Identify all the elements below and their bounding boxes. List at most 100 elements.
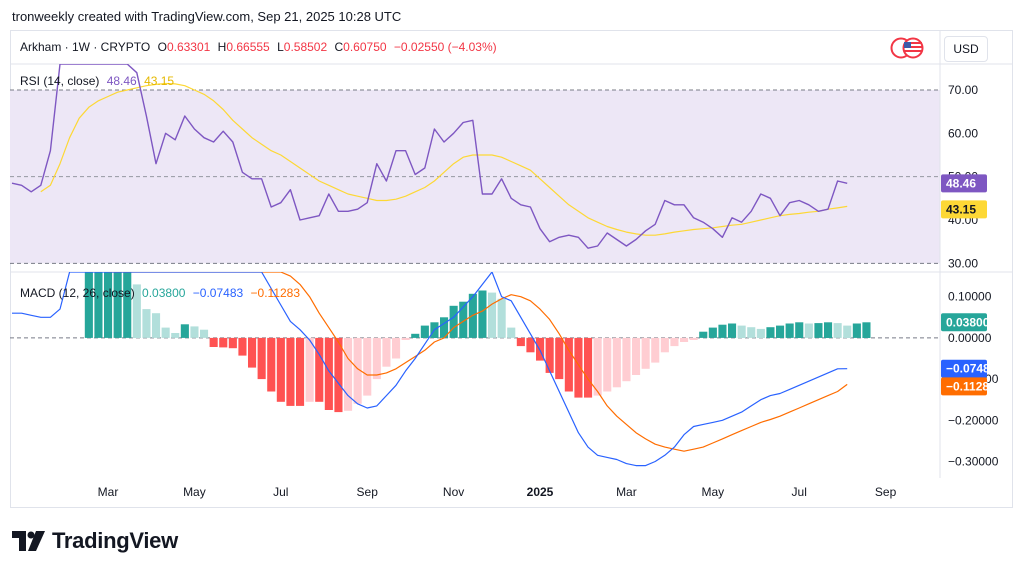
histogram-bar bbox=[142, 309, 151, 338]
histogram-bar bbox=[104, 272, 113, 338]
histogram-bar bbox=[670, 337, 679, 347]
histogram-bar bbox=[699, 331, 708, 338]
change-value: −0.02550 (−4.03%) bbox=[393, 40, 497, 54]
histogram-bar bbox=[411, 333, 420, 338]
histogram-bar bbox=[776, 325, 785, 338]
rsi-legend-value: 48.46 bbox=[106, 74, 137, 88]
histogram-bar bbox=[132, 284, 141, 338]
rsi-y-tick-label: 30.00 bbox=[948, 256, 978, 270]
x-tick-label: May bbox=[183, 485, 206, 499]
x-tick-label: May bbox=[701, 485, 724, 499]
histogram-bar bbox=[324, 337, 333, 410]
histogram-bar bbox=[267, 337, 276, 392]
histogram-bar bbox=[478, 290, 487, 338]
low-label: L bbox=[277, 40, 284, 54]
rsi-line bbox=[11, 64, 848, 249]
histogram-bar bbox=[708, 327, 717, 338]
currency-button[interactable]: USD bbox=[944, 36, 988, 62]
histogram-bar bbox=[526, 337, 535, 353]
histogram-bar bbox=[161, 327, 170, 338]
histogram-bar bbox=[862, 322, 871, 338]
x-tick-label: Jul bbox=[792, 485, 807, 499]
histogram-bar bbox=[593, 337, 602, 396]
open-value: 0.63301 bbox=[166, 40, 211, 54]
high-value: 0.66555 bbox=[226, 40, 270, 54]
histogram-bar bbox=[660, 337, 669, 353]
open-label: O bbox=[157, 40, 167, 54]
histogram-legend-value: 0.03800 bbox=[142, 286, 186, 300]
histogram-bar bbox=[219, 337, 228, 348]
macd-legend-label: MACD (12, 26, close) bbox=[20, 286, 135, 300]
histogram-bar bbox=[497, 298, 506, 338]
histogram-bar bbox=[363, 337, 372, 396]
macd-y-tick-label: −0.20000 bbox=[948, 413, 999, 427]
histogram-bar bbox=[113, 272, 122, 338]
histogram-bar bbox=[449, 305, 458, 338]
rsi-y-tick-label: 60.00 bbox=[948, 126, 978, 140]
macd-last-value-label: −0.07483 bbox=[946, 362, 997, 376]
histogram-bar bbox=[305, 337, 314, 402]
histogram-bar bbox=[440, 317, 449, 338]
x-tick-label: Sep bbox=[357, 485, 379, 499]
symbol-legend[interactable]: Arkham · 1W · CRYPTO O0.63301 H0.66555 L… bbox=[20, 40, 501, 54]
histogram-bar bbox=[94, 272, 103, 338]
histogram-bar bbox=[296, 337, 305, 406]
histogram-bar bbox=[209, 337, 218, 347]
histogram-bar bbox=[334, 337, 343, 413]
histogram-bar bbox=[372, 337, 381, 380]
chart-frame bbox=[10, 30, 1013, 508]
macd-y-tick-label: 0.00000 bbox=[948, 331, 992, 345]
histogram-bar bbox=[84, 272, 93, 338]
histogram-bar bbox=[747, 327, 756, 338]
rsi-last-value-label-background bbox=[941, 174, 987, 193]
histogram-bar bbox=[632, 337, 641, 375]
histogram-bar bbox=[756, 328, 765, 338]
signal-last-value-label: −0.11283 bbox=[946, 379, 996, 393]
histogram-bar bbox=[382, 337, 391, 367]
histogram-bar bbox=[622, 337, 631, 382]
histogram-bar bbox=[152, 313, 161, 338]
signal-legend-value: −0.11283 bbox=[250, 286, 301, 300]
histogram-bar bbox=[689, 337, 698, 340]
histogram-bar bbox=[286, 337, 295, 406]
tradingview-logo-text: TradingView bbox=[52, 528, 178, 553]
histogram-bar bbox=[545, 337, 554, 373]
histogram-bar bbox=[564, 337, 573, 392]
histogram-bar bbox=[180, 324, 189, 338]
histogram-bar bbox=[824, 322, 833, 338]
macd-legend[interactable]: MACD (12, 26, close) 0.03800 −0.07483 −0… bbox=[20, 286, 304, 300]
us-flag-icon[interactable] bbox=[890, 37, 924, 59]
histogram-bar bbox=[238, 337, 247, 356]
histogram-bar bbox=[401, 337, 410, 340]
histogram-bar bbox=[555, 337, 564, 380]
histogram-bar bbox=[516, 337, 525, 347]
histogram-bar bbox=[584, 337, 593, 398]
histogram-bar bbox=[507, 327, 516, 338]
signal-last-value-label-background bbox=[941, 377, 987, 396]
histogram-bar bbox=[315, 337, 324, 402]
x-tick-label: Nov bbox=[443, 485, 464, 499]
rsi-ma-line bbox=[40, 82, 848, 236]
histogram-bar bbox=[641, 337, 650, 369]
chart-credit: tronweekly created with TradingView.com,… bbox=[12, 9, 402, 24]
rsi-legend-label: RSI (14, close) bbox=[20, 74, 100, 88]
histogram-bar bbox=[353, 337, 362, 404]
macd-legend-value: −0.07483 bbox=[192, 286, 244, 300]
histogram-bar bbox=[852, 323, 861, 338]
rsi-legend[interactable]: RSI (14, close) 48.46 43.15 bbox=[20, 74, 178, 88]
x-tick-label: Mar bbox=[98, 485, 119, 499]
histogram-bar bbox=[728, 323, 737, 338]
histogram-bar bbox=[603, 337, 612, 392]
x-tick-label: 2025 bbox=[527, 485, 554, 499]
close-label: C bbox=[334, 40, 344, 54]
histogram-bar bbox=[420, 325, 429, 338]
histogram-bar bbox=[392, 337, 401, 359]
histogram-bar bbox=[257, 337, 266, 380]
histogram-bar bbox=[651, 337, 660, 363]
low-value: 0.58502 bbox=[283, 40, 328, 54]
histogram-bar bbox=[190, 326, 199, 338]
histogram-bar bbox=[123, 272, 132, 338]
histogram-last-value-label-background bbox=[941, 313, 987, 332]
high-label: H bbox=[217, 40, 227, 54]
